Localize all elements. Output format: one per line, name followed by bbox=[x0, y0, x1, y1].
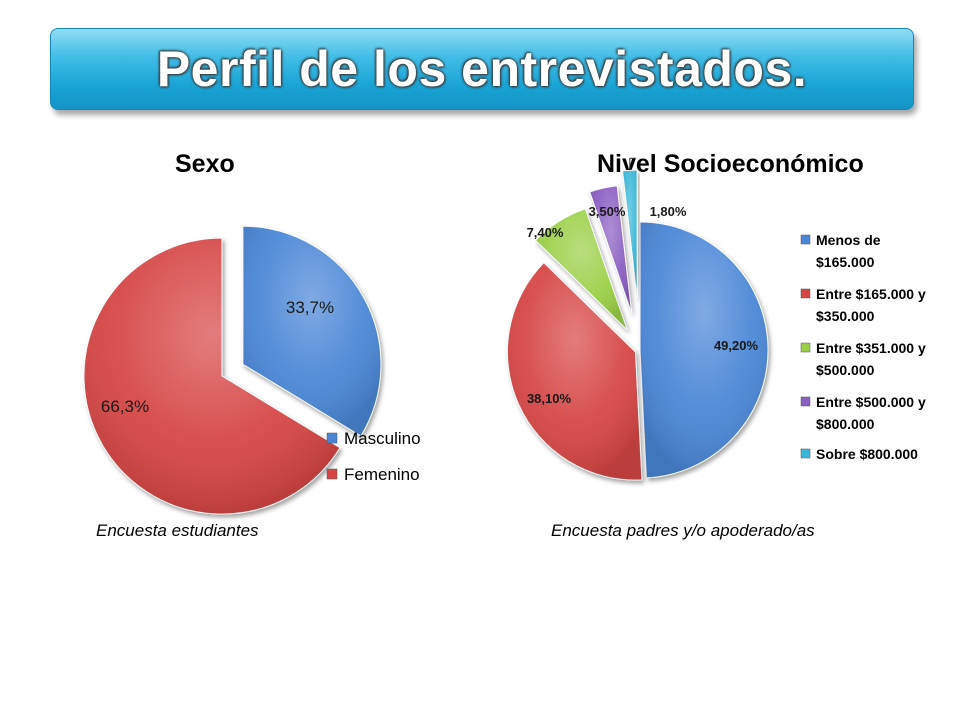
legend-sexo: Masculino Femenino bbox=[326, 429, 421, 484]
page-title: Perfil de los entrevistados. bbox=[156, 41, 808, 97]
chart-title-sexo: Sexo bbox=[175, 150, 235, 178]
pie-chart-nse: 49,20% 38,10% 7,40% 3,50% 1,80% bbox=[506, 157, 769, 481]
legend-label: Entre $165.000 y bbox=[816, 286, 926, 302]
slice-gloss bbox=[640, 222, 768, 478]
legend-label: Sobre $800.000 bbox=[816, 446, 918, 462]
legend-item-sobre-800-000: Sobre $800.000 bbox=[800, 446, 918, 462]
pie-chart-sexo: 33,7% 66,3% bbox=[83, 225, 382, 515]
pie-slice-entre-351-000-y-500-000 bbox=[534, 208, 628, 331]
legend-label: $350.000 bbox=[816, 308, 875, 324]
data-label-sobre-800-000: 1,80% bbox=[650, 204, 687, 219]
legend-swatch bbox=[800, 234, 811, 245]
legend-swatch bbox=[800, 448, 811, 459]
legend-item-femenino: Femenino bbox=[326, 465, 420, 484]
caption-sexo: Encuesta estudiantes bbox=[96, 521, 259, 540]
legend-swatch bbox=[800, 288, 811, 299]
caption-nse: Encuesta padres y/o apoderado/as bbox=[551, 521, 815, 540]
legend-swatch bbox=[326, 468, 338, 480]
slice-gloss bbox=[622, 170, 638, 299]
pie-slice-sobre-800-000 bbox=[622, 169, 638, 299]
legend-item-entre-351-000-y-500-000: Entre $351.000 y $500.000 bbox=[800, 340, 926, 378]
legend-label: Masculino bbox=[344, 429, 421, 448]
data-label-menos-de-165-000: 49,20% bbox=[714, 338, 759, 353]
title-banner: Perfil de los entrevistados. bbox=[50, 28, 914, 110]
legend-item-entre-500-000-y-800-000: Entre $500.000 y $800.000 bbox=[800, 394, 926, 432]
legend-item-entre-165-000-y-350-000: Entre $165.000 y $350.000 bbox=[800, 286, 926, 324]
legend-label: $500.000 bbox=[816, 362, 875, 378]
legend-swatch bbox=[800, 342, 811, 353]
legend-swatch bbox=[800, 396, 811, 407]
data-label-entre-165-000-y-350-000: 38,10% bbox=[527, 391, 572, 406]
slice-gloss bbox=[507, 262, 642, 481]
legend-label: Entre $351.000 y bbox=[816, 340, 926, 356]
pie-slice-entre-165-000-y-350-000 bbox=[506, 261, 643, 481]
data-label-entre-500-000-y-800-000: 3,50% bbox=[589, 204, 626, 219]
data-label-masculino: 33,7% bbox=[286, 298, 334, 317]
pie-slice-masculino bbox=[242, 225, 382, 437]
legend-swatch bbox=[326, 432, 338, 444]
data-label-entre-351-000-y-500-000: 7,40% bbox=[527, 225, 564, 240]
legend-label: Femenino bbox=[344, 465, 420, 484]
data-label-femenino: 66,3% bbox=[101, 397, 149, 416]
pie-slice-menos-de-165-000 bbox=[639, 221, 769, 479]
leader-line bbox=[629, 157, 636, 171]
pie-slice-entre-500-000-y-800-000 bbox=[589, 185, 633, 314]
legend-item-menos-de-165-000: Menos de $165.000 bbox=[800, 232, 881, 270]
legend-label: $165.000 bbox=[816, 254, 875, 270]
legend-label: Entre $500.000 y bbox=[816, 394, 926, 410]
pie-slice-femenino bbox=[83, 237, 341, 515]
legend-nse: Menos de $165.000 Entre $165.000 y $350.000… bbox=[800, 232, 926, 462]
slice-gloss bbox=[242, 226, 381, 436]
chart-title-nse: Nivel Socioeconómico bbox=[597, 150, 864, 178]
slice-gloss bbox=[589, 185, 632, 313]
slice-gloss bbox=[84, 238, 340, 515]
legend-item-masculino: Masculino bbox=[326, 429, 421, 448]
legend-label: Menos de bbox=[816, 232, 881, 248]
slice-gloss bbox=[535, 208, 628, 330]
legend-label: $800.000 bbox=[816, 416, 875, 432]
